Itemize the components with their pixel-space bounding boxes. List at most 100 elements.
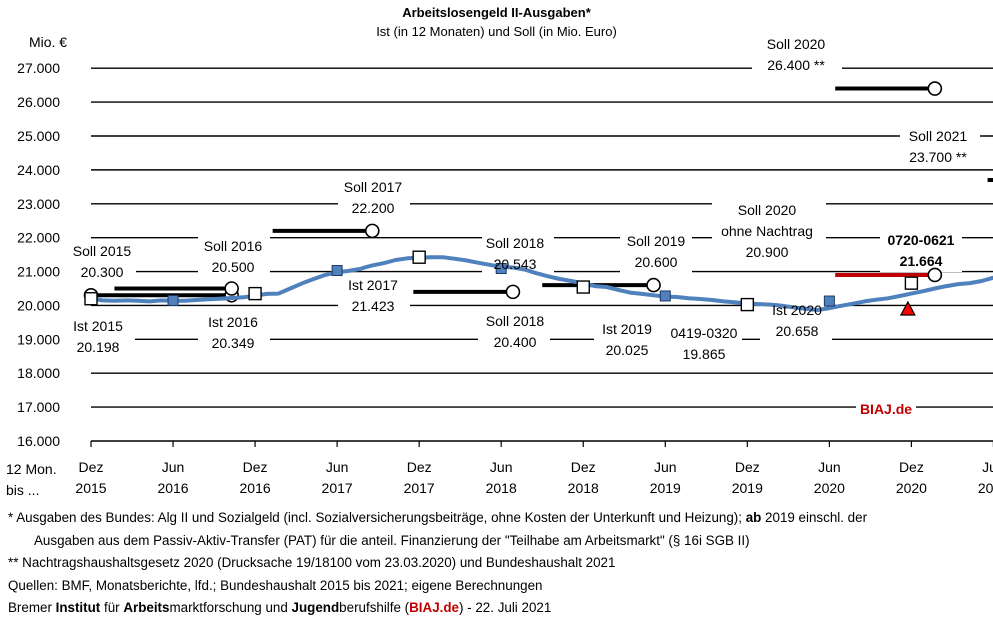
ist-2019-label: Ist 2019 bbox=[602, 321, 652, 337]
y-tick-label: 24.000 bbox=[17, 162, 60, 178]
x-tick-year: 2016 bbox=[157, 480, 188, 496]
footnotes: * Ausgaben des Bundes: Alg II und Sozial… bbox=[8, 507, 988, 620]
soll-2017-value: 22.200 bbox=[352, 200, 395, 216]
ist-2017-value: 21.423 bbox=[352, 298, 395, 314]
footnote-star-line1: * Ausgaben des Bundes: Alg II und Sozial… bbox=[8, 510, 868, 525]
y-tick-label: 27.000 bbox=[17, 60, 60, 76]
ist-2015-value: 20.198 bbox=[77, 339, 120, 355]
ist-half-marker bbox=[495, 262, 507, 274]
label-backdrop bbox=[880, 230, 962, 272]
ist-2018-top-label: Soll 2018 bbox=[486, 235, 545, 251]
soll-2020-ohne-value: 20.900 bbox=[746, 244, 789, 260]
label-backdrop bbox=[198, 236, 270, 280]
y-tick-label: 22.000 bbox=[17, 230, 60, 246]
ist-year-marker bbox=[412, 250, 426, 264]
soll-2018-label: Soll 2018 bbox=[486, 313, 545, 329]
ist-2016-value: 20.349 bbox=[212, 335, 255, 351]
soll-2015-label: Soll 2015 bbox=[73, 243, 132, 259]
footnote-doublestar: ** Nachtragshaushaltsgesetz 2020 (Drucks… bbox=[8, 555, 616, 570]
x-tick-month: Jun bbox=[982, 459, 993, 475]
x-tick-year: 2017 bbox=[404, 480, 435, 496]
soll-2019-value: 20.600 bbox=[635, 254, 678, 270]
anno-0419-0320-label: 0419-0320 bbox=[671, 325, 738, 341]
soll-2020-label: Soll 2020 bbox=[767, 36, 826, 52]
x-tick-year: 2020 bbox=[896, 480, 927, 496]
y-tick-label: 21.000 bbox=[17, 264, 60, 280]
x-tick-month: Dez bbox=[243, 459, 268, 475]
ist-year-marker bbox=[84, 292, 98, 306]
y-tick-label: 16.000 bbox=[17, 433, 60, 449]
ist-2019-value: 20.025 bbox=[606, 342, 649, 358]
biaj-watermark: BIAJ.de bbox=[860, 401, 912, 417]
x-tick-month: Dez bbox=[407, 459, 432, 475]
soll-2021-value: 23.700 ** bbox=[909, 149, 967, 165]
chart-subtitle: Ist (in 12 Monaten) und Soll (in Mio. Eu… bbox=[376, 24, 617, 39]
label-backdrop bbox=[68, 240, 136, 284]
label-backdrop bbox=[712, 200, 826, 262]
label-backdrop bbox=[900, 127, 980, 167]
label-backdrop bbox=[478, 311, 550, 355]
ist-2020-value: 20.658 bbox=[776, 323, 819, 339]
x-tick-year: 2016 bbox=[240, 480, 271, 496]
label-backdrop bbox=[594, 320, 666, 364]
y-tick-label: 18.000 bbox=[17, 365, 60, 381]
label-backdrop bbox=[338, 178, 410, 222]
x-axis-label-1: 12 Mon. bbox=[6, 461, 57, 477]
soll-circle-7 bbox=[927, 267, 943, 283]
x-tick-year: 2018 bbox=[568, 480, 599, 496]
x-tick-month: Jun bbox=[490, 459, 513, 475]
ist-half-marker bbox=[331, 265, 343, 277]
x-tick-month: Dez bbox=[735, 459, 760, 475]
ist-2015-label: Ist 2015 bbox=[73, 318, 123, 334]
y-tick-label: 23.000 bbox=[17, 196, 60, 212]
ist-2020-label: Ist 2020 bbox=[772, 302, 822, 318]
ist-year-marker bbox=[576, 280, 590, 294]
soll-2016-value: 20.500 bbox=[212, 259, 255, 275]
y-axis-label: Mio. € bbox=[29, 34, 67, 50]
ist-2016-label: Ist 2016 bbox=[208, 314, 258, 330]
y-tick-label: 19.000 bbox=[17, 331, 60, 347]
chart-canvas: 16.000 17.000 18.000 19.000 20.000 21.000 22.0… bbox=[6, 34, 993, 498]
ist-year-marker bbox=[740, 297, 755, 312]
soll-2021-label: Soll 2021 bbox=[909, 128, 968, 144]
x-tick-year: 2019 bbox=[650, 480, 681, 496]
label-backdrop bbox=[620, 233, 692, 277]
label-backdrop bbox=[63, 316, 135, 360]
credit-line: Bremer Institut für Arbeitsmarktforschun… bbox=[8, 600, 552, 615]
soll-circle-3 bbox=[364, 223, 380, 239]
x-tick-month: Jun bbox=[326, 459, 349, 475]
anno-0720-0621-label: 0720-0621 bbox=[888, 232, 955, 248]
soll-2018-value: 20.400 bbox=[494, 334, 537, 350]
x-axis-label-2: bis ... bbox=[6, 482, 39, 498]
x-tick-year: 2020 bbox=[814, 480, 845, 496]
ist-half-marker bbox=[167, 294, 179, 306]
label-backdrop bbox=[856, 400, 916, 418]
x-tick-year: 2018 bbox=[486, 480, 517, 496]
soll-2019-label: Soll 2019 bbox=[627, 233, 686, 249]
x-tick-month: Jun bbox=[818, 459, 841, 475]
label-backdrop bbox=[666, 323, 742, 367]
y-tick-label: 20.000 bbox=[17, 297, 60, 313]
x-tick-year: 2015 bbox=[75, 480, 106, 496]
x-tick-month: Jun bbox=[654, 459, 677, 475]
soll-2020-ohne-label: Soll 2020 bbox=[738, 202, 797, 218]
chart-title: Arbeitslosengeld II-Ausgaben* bbox=[402, 5, 591, 20]
soll-circle-4 bbox=[505, 284, 521, 300]
x-tick-month: Dez bbox=[79, 459, 104, 475]
soll-circle-5 bbox=[646, 277, 661, 293]
x-tick-year: 2021 bbox=[978, 480, 993, 496]
ist-half-marker bbox=[823, 295, 835, 307]
x-tick-year: 2019 bbox=[732, 480, 763, 496]
soll-2020-value: 26.400 ** bbox=[767, 57, 825, 73]
label-backdrop bbox=[338, 277, 410, 321]
x-tick-month: Dez bbox=[571, 459, 596, 475]
x-tick-year: 2017 bbox=[322, 480, 353, 496]
anno-0720-0621-value: 21.664 bbox=[900, 253, 943, 269]
y-tick-label: 25.000 bbox=[17, 128, 60, 144]
soll-circle-2 bbox=[224, 281, 239, 296]
soll-circle-6 bbox=[927, 81, 943, 96]
footnote-star-line2: Ausgaben aus dem Passiv-Aktiv-Transfer (… bbox=[34, 532, 750, 548]
soll-2020-ohne-sub: ohne Nachtrag bbox=[721, 223, 813, 239]
soll-2015-value: 20.300 bbox=[81, 264, 124, 280]
anno-0419-0320-value: 19.865 bbox=[683, 346, 726, 362]
